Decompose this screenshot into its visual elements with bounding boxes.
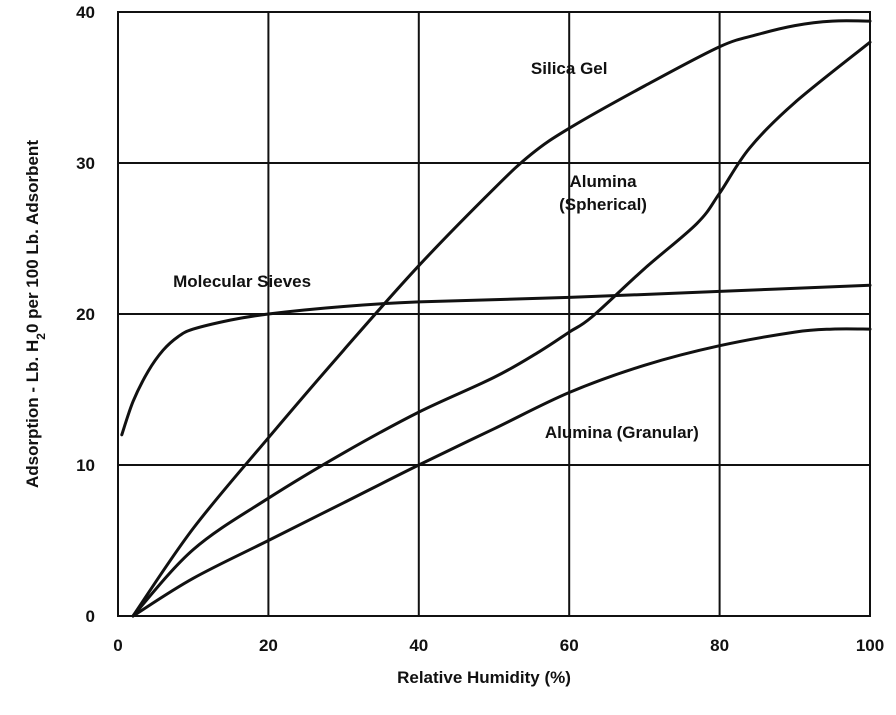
x-tick-label: 100 bbox=[856, 636, 884, 655]
x-tick-label: 20 bbox=[259, 636, 278, 655]
y-tick-label: 0 bbox=[86, 607, 95, 626]
annotations: Silica Gel Alumina (Spherical) Molecular Si… bbox=[173, 59, 699, 442]
plot-frame bbox=[117, 11, 871, 617]
x-axis-title: Relative Humidity (%) bbox=[397, 668, 571, 687]
series-line-molecular-sieves bbox=[120, 283, 872, 437]
series-annotation: (Spherical) bbox=[559, 195, 647, 214]
series-annotation: Molecular Sieves bbox=[173, 272, 311, 291]
y-tick-label: 20 bbox=[76, 305, 95, 324]
x-tick-label: 60 bbox=[560, 636, 579, 655]
y-axis-title-part-1: Adsorption - Lb. H bbox=[23, 340, 42, 488]
series-annotation: Alumina bbox=[570, 172, 638, 191]
y-tick-label: 40 bbox=[76, 3, 95, 22]
series-line-alumina-granular bbox=[131, 327, 872, 618]
series-annotation: Silica Gel bbox=[531, 59, 608, 78]
grid bbox=[118, 12, 870, 616]
series-line-silica-gel bbox=[131, 19, 872, 618]
y-axis-title-subscript: 2 bbox=[34, 333, 48, 340]
y-tick-label: 10 bbox=[76, 456, 95, 475]
series-line-alumina-spherical bbox=[131, 40, 872, 618]
x-tick-label: 80 bbox=[710, 636, 729, 655]
tick-labels: 0 20 40 60 80 100 0 10 20 30 40 bbox=[76, 3, 884, 655]
series-annotation: Alumina (Granular) bbox=[545, 423, 699, 442]
y-tick-label: 30 bbox=[76, 154, 95, 173]
x-tick-label: 0 bbox=[113, 636, 122, 655]
y-axis-title-part-2: 0 per 100 Lb. Adsorbent bbox=[23, 140, 42, 333]
y-axis-title: Adsorption - Lb. H20 per 100 Lb. Adsorbe… bbox=[23, 140, 48, 488]
x-tick-label: 40 bbox=[409, 636, 428, 655]
series-lines bbox=[120, 19, 872, 618]
